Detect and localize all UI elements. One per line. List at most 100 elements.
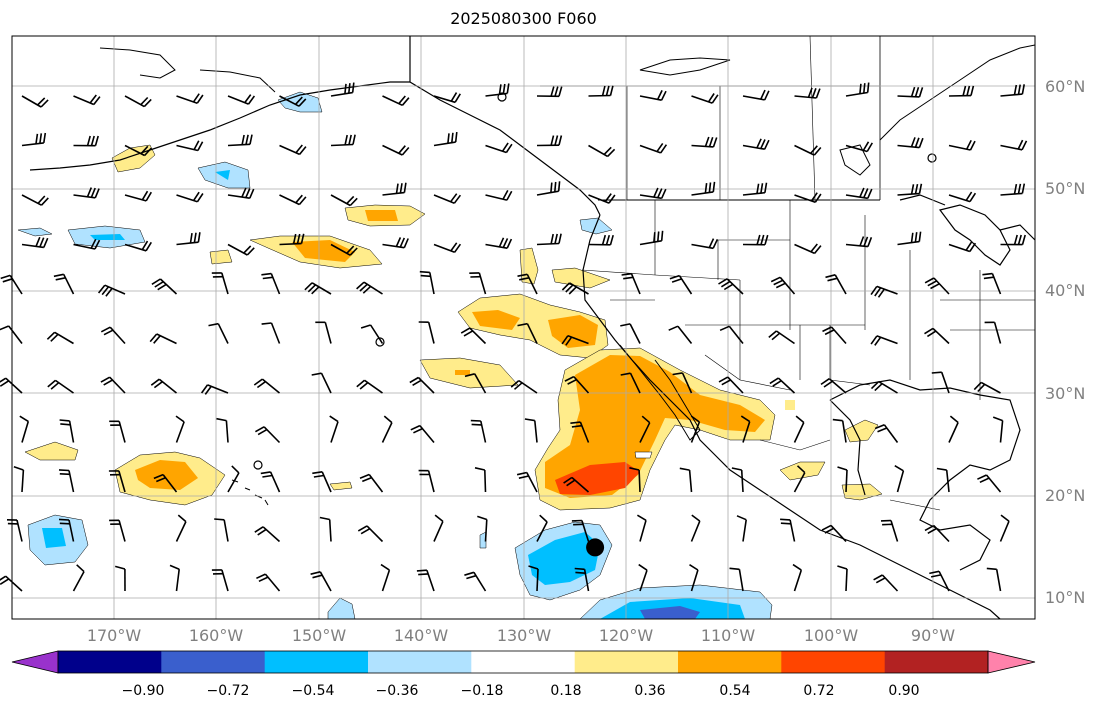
wind-barb (948, 415, 959, 443)
wind-barb (330, 134, 356, 147)
wind-barb (793, 415, 805, 443)
wind-barb (485, 142, 513, 154)
wind-barb (718, 376, 744, 394)
colorbar-extend-low (11, 650, 59, 674)
colorbar-tick-label: −0.72 (206, 683, 250, 699)
wind-barb (780, 518, 796, 542)
wind-barb (433, 132, 458, 147)
wind-barb (845, 141, 873, 153)
colorbar-segment (368, 651, 472, 673)
colorbar-tick-label: 0.54 (719, 683, 751, 699)
wind-barb (897, 137, 924, 149)
wind-barb (845, 236, 873, 248)
wind-barb (47, 379, 74, 394)
wind-barb (254, 526, 281, 543)
wind-barb (382, 144, 410, 156)
wind-barb (793, 465, 806, 493)
wind-barb (588, 234, 614, 246)
wind-barb (175, 514, 187, 542)
wind-barb (924, 277, 950, 295)
wind-barb (418, 321, 435, 344)
wind-barb (770, 276, 796, 295)
wind-barb (433, 193, 462, 204)
wind-barb (691, 93, 719, 104)
lat-label: 40°N (1045, 281, 1086, 300)
wind-barb (109, 420, 126, 443)
wind-barb (668, 325, 693, 344)
wind-barb (485, 237, 513, 249)
wind-barb (1000, 84, 1025, 97)
wind-barb (742, 182, 768, 196)
wind-barb (588, 144, 616, 158)
wind-barb (58, 518, 75, 542)
lon-label: 90°W (910, 626, 956, 645)
wind-barb (563, 476, 590, 493)
wind-barb (825, 274, 847, 295)
wind-barb (124, 144, 152, 157)
wind-barb (897, 183, 923, 196)
wind-barb (279, 95, 307, 107)
wind-barb (639, 230, 664, 246)
wind-barb (794, 192, 822, 204)
wind-barb (679, 467, 693, 493)
lon-label: 160°W (188, 626, 244, 645)
colorbar-tick-label: 0.18 (550, 683, 582, 699)
colorbar (11, 650, 1036, 674)
wind-barb (973, 381, 1001, 394)
wind-barb (72, 564, 85, 592)
wind-barb (977, 474, 1002, 493)
wind-barb (536, 181, 561, 196)
wind-barb (176, 140, 204, 152)
wind-barb (742, 234, 769, 246)
wind-barb (639, 90, 667, 101)
wind-barb (588, 85, 614, 97)
wind-barb (211, 569, 229, 592)
colorbar-segment (781, 651, 886, 673)
wind-barb (690, 514, 701, 542)
wind-barb (150, 378, 178, 394)
lon-label: 170°W (86, 626, 142, 645)
wind-barb (382, 95, 410, 107)
wind-barb (561, 334, 589, 346)
wind-barb (570, 421, 590, 443)
wind-barb (470, 419, 487, 443)
wind-barb (924, 524, 950, 543)
wind-barb (948, 241, 977, 253)
wind-barb (620, 323, 641, 344)
wind-barb (227, 187, 255, 199)
wind-barb (718, 278, 744, 295)
wind-barb (719, 325, 744, 344)
wind-barb (279, 194, 307, 206)
colorbar-tick-label: −0.18 (460, 683, 504, 699)
wind-barb (822, 326, 847, 345)
colorbar-segment (58, 651, 162, 673)
wind-barb (21, 194, 49, 206)
wind-barb (464, 373, 487, 394)
wind-barb (982, 272, 1002, 295)
wind-barb (636, 514, 647, 542)
lat-label: 30°N (1045, 384, 1086, 403)
wind-barb (19, 415, 30, 443)
wind-barb (510, 379, 538, 394)
colorbar-tick-label: −0.54 (291, 683, 335, 699)
wind-barb (279, 233, 305, 246)
wind-barbs (0, 82, 1028, 592)
wind-barb (151, 278, 178, 295)
wind-barb (175, 415, 185, 443)
coastlines (29, 36, 1036, 620)
wind-barb (536, 135, 563, 147)
lat-label: 10°N (1045, 588, 1086, 607)
wind-barb (73, 238, 101, 250)
wind-barb (382, 182, 407, 196)
wind-barb (469, 272, 487, 295)
wind-barb (517, 322, 538, 344)
wind-barb (97, 284, 126, 297)
wind-barb (517, 273, 538, 295)
wind-barb (689, 564, 699, 592)
wind-barb (59, 419, 75, 443)
wind-barb (381, 415, 393, 443)
colorbar-segment (471, 651, 576, 673)
lon-label: 100°W (803, 626, 859, 645)
lat-label: 60°N (1045, 77, 1086, 96)
